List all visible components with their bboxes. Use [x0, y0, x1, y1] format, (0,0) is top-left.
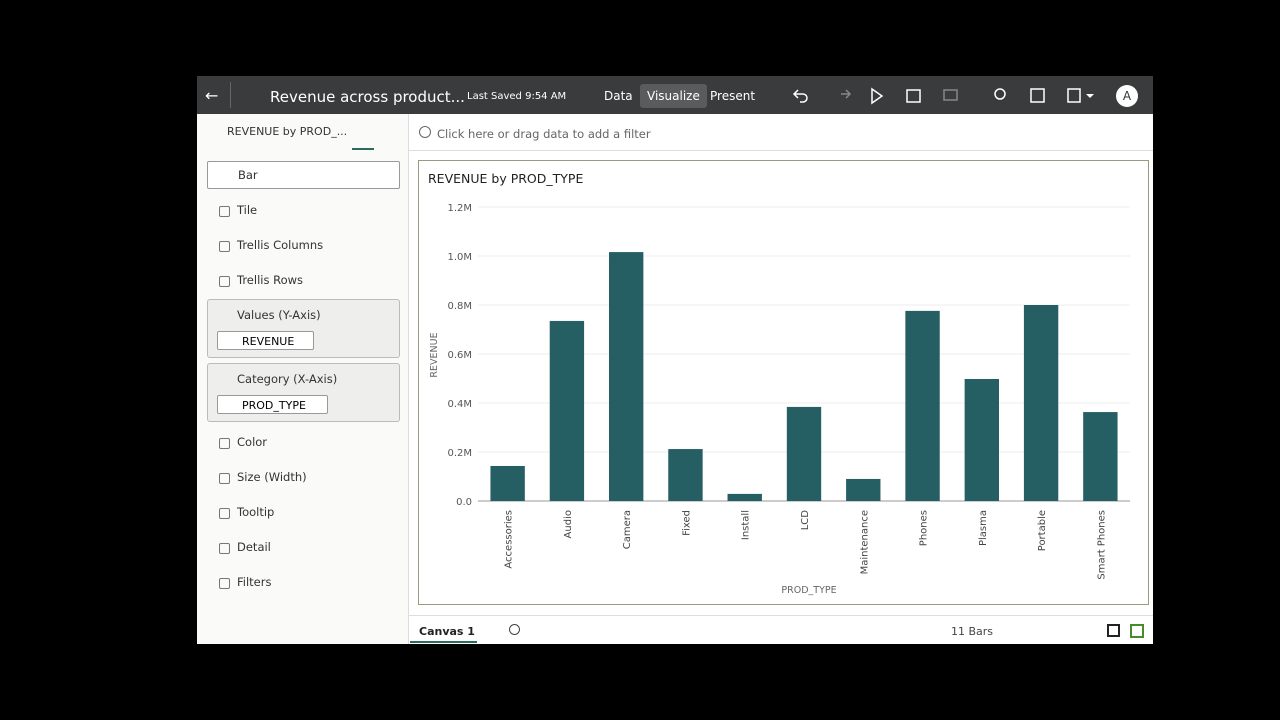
bar [1023, 305, 1059, 501]
project-title[interactable]: Revenue across product... [270, 88, 465, 106]
filter-placeholder[interactable]: Click here or drag data to add a filter [437, 127, 651, 141]
layout-toggle[interactable] [1130, 624, 1144, 638]
x-tick-label: Smart Phones [1096, 510, 1107, 580]
panel-item[interactable]: Size (Width) [237, 470, 307, 484]
item-icon [219, 206, 230, 217]
item-icon [219, 276, 230, 287]
chart-frame [418, 160, 1149, 605]
section-label: Category (X-Axis) [237, 372, 338, 386]
bar [608, 252, 644, 501]
section-label: Values (Y-Axis) [237, 308, 321, 322]
y-axis-label: REVENUE [429, 332, 440, 377]
last-saved: Last Saved 9:54 AM [467, 91, 567, 102]
bar [727, 493, 762, 501]
pill[interactable]: REVENUE [217, 331, 314, 350]
x-tick-label: Camera [622, 510, 633, 549]
tab[interactable]: Present [710, 89, 756, 103]
x-tick-label: LCD [800, 510, 811, 531]
viz-type: Bar [238, 168, 258, 182]
save[interactable] [1067, 88, 1081, 103]
undo[interactable] [792, 89, 808, 103]
add-filter-icon[interactable] [419, 126, 431, 138]
item-icon [219, 543, 230, 554]
save-menu[interactable] [1086, 94, 1094, 98]
y-tick-label: 1.0M [447, 252, 472, 263]
bar [668, 449, 703, 501]
y-tick-label: 1.2M [447, 203, 472, 214]
avatar[interactable]: A [1116, 85, 1138, 107]
x-tick-label: Install [741, 510, 752, 540]
bar [964, 378, 1000, 501]
panel-item[interactable]: Detail [237, 540, 271, 554]
add-canvas[interactable] [509, 624, 520, 635]
panel-item[interactable]: Trellis Columns [237, 238, 324, 252]
y-tick-label: 0.0 [456, 497, 472, 508]
viz-tab-title[interactable]: REVENUE by PROD_... [227, 125, 348, 138]
toolbar-icons [792, 87, 1094, 105]
export[interactable] [1030, 88, 1045, 103]
comments[interactable] [943, 89, 958, 101]
tab-indicator [352, 148, 374, 150]
canvas-tab[interactable]: Canvas 1 [419, 625, 475, 638]
footer-border [408, 615, 1153, 616]
panel-item[interactable]: Filters [237, 575, 272, 589]
x-tick-label: Accessories [504, 510, 515, 569]
item-icon [219, 438, 230, 449]
panel-item[interactable]: Trellis Rows [237, 273, 304, 287]
tab-active[interactable]: Visualize [640, 84, 707, 108]
divider [230, 82, 231, 108]
y-tick-label: 0.2M [447, 448, 472, 459]
tab[interactable]: Data [604, 89, 633, 103]
pill[interactable]: PROD_TYPE [217, 395, 328, 414]
chart: REVENUE by PROD_TYPE REVENUE PROD_TYPE 0.0 0… [428, 171, 1130, 596]
item-icon [219, 508, 230, 519]
bar [846, 478, 881, 501]
panel-item[interactable]: Tile [237, 203, 258, 217]
canvas-tab-indicator [410, 641, 477, 643]
item-icon [219, 473, 230, 484]
bar [1083, 412, 1118, 501]
item-icon [219, 578, 230, 589]
data-icon[interactable] [906, 89, 921, 103]
back-button[interactable]: ← [205, 86, 219, 105]
panel-item[interactable]: Color [237, 435, 268, 449]
bar [786, 406, 822, 501]
viz-type-select[interactable] [207, 161, 400, 189]
y-tick-label: 0.6M [447, 350, 472, 361]
y-tick-label: 0.8M [447, 301, 472, 312]
x-tick-label: Plasma [978, 510, 989, 546]
filter-bar-border [408, 150, 1153, 151]
insights[interactable] [994, 88, 1006, 100]
x-tick-label: Fixed [681, 510, 692, 536]
y-tick-label: 0.4M [447, 399, 472, 410]
chart-title: REVENUE by PROD_TYPE [428, 171, 583, 186]
layout-toggle[interactable] [1107, 624, 1120, 637]
bar [549, 320, 585, 501]
x-axis-label: PROD_TYPE [781, 585, 836, 596]
bar [905, 310, 940, 501]
x-tick-label: Audio [563, 510, 574, 538]
panel-item[interactable]: Tooltip [237, 505, 275, 519]
x-tick-label: Phones [919, 510, 930, 546]
x-tick-label: Maintenance [859, 510, 870, 574]
bar [490, 465, 525, 501]
redo[interactable] [841, 89, 852, 99]
item-icon [219, 241, 230, 252]
status: 11 Bars [951, 625, 994, 638]
x-tick-label: Portable [1037, 510, 1048, 551]
present[interactable] [871, 87, 884, 105]
